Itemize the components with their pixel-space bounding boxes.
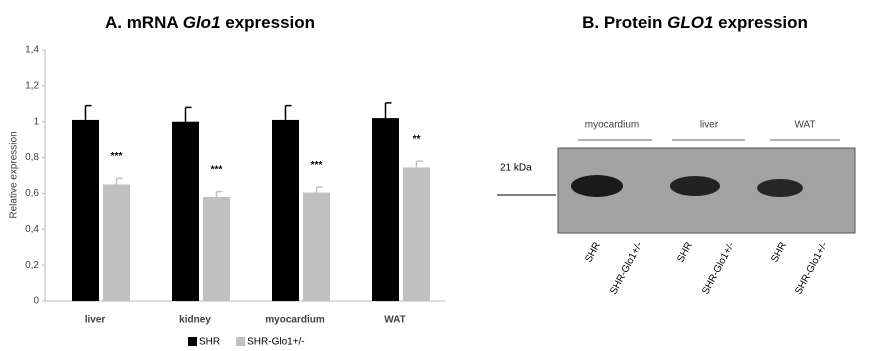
- title-part: B. Protein: [582, 13, 667, 32]
- bar: [372, 118, 399, 301]
- error-bar: [384, 102, 392, 119]
- lane-label: SHR-Glo1+/-: [608, 240, 645, 296]
- chart-title: A. mRNA Glo1 expression: [105, 13, 315, 32]
- lane-label: SHR: [583, 240, 603, 264]
- bar: [303, 192, 330, 301]
- error-bar: [315, 186, 323, 193]
- legend-swatch: [236, 337, 246, 346]
- marker-label: 21 kDa: [500, 163, 532, 174]
- y-tick-label: 0,4: [25, 224, 39, 235]
- y-tick-label: 0,2: [25, 260, 39, 271]
- y-tick-label: 1,4: [25, 45, 39, 56]
- y-tick-label: 1,2: [25, 80, 39, 91]
- legend-label: SHR: [199, 337, 220, 348]
- lane-label: SHR: [769, 240, 789, 264]
- x-tick-label: kidney: [179, 315, 211, 326]
- blot-band: [757, 179, 803, 197]
- bar: [403, 167, 430, 301]
- bar: [172, 121, 199, 301]
- bar: [272, 119, 299, 302]
- bar: [103, 184, 130, 301]
- x-tick-label: WAT: [384, 315, 405, 326]
- blot-band: [571, 175, 623, 197]
- error-bar: [215, 190, 223, 198]
- y-tick-label: 0,8: [25, 152, 39, 163]
- x-tick-label: myocardium: [265, 315, 325, 326]
- x-tick-label: liver: [85, 315, 106, 326]
- significance-label: **: [413, 134, 421, 145]
- y-axis-label: Relative expression: [9, 131, 20, 218]
- tissue-label: WAT: [794, 120, 815, 131]
- error-bar: [415, 160, 423, 168]
- title-part: A. mRNA: [105, 13, 183, 32]
- tissue-label: liver: [700, 120, 719, 131]
- title-part: expression: [713, 13, 808, 32]
- y-tick-label: 1: [33, 116, 39, 127]
- significance-label: ***: [111, 151, 123, 162]
- error-bar: [184, 106, 192, 122]
- lane-label: SHR-Glo1+/-: [793, 240, 830, 296]
- title-part: expression: [221, 13, 316, 32]
- title-part: GLO1: [667, 13, 713, 32]
- error-bar: [115, 177, 123, 185]
- y-tick-label: 0,6: [25, 188, 39, 199]
- tissue-label: myocardium: [585, 120, 639, 131]
- lane-label: SHR-Glo1+/-: [700, 240, 737, 296]
- lane-label: SHR: [675, 240, 695, 264]
- error-bar: [84, 104, 92, 120]
- blot-title: B. Protein GLO1 expression: [582, 13, 808, 32]
- significance-label: ***: [211, 164, 223, 175]
- legend-label: SHR-Glo1+/-: [247, 337, 305, 348]
- bar: [72, 119, 99, 302]
- blot-band: [670, 176, 720, 196]
- significance-label: ***: [311, 160, 323, 171]
- error-bar: [284, 104, 292, 120]
- title-part: Glo1: [183, 13, 221, 32]
- legend-swatch: [188, 337, 197, 346]
- bar: [203, 197, 230, 301]
- y-tick-label: 0: [33, 296, 39, 307]
